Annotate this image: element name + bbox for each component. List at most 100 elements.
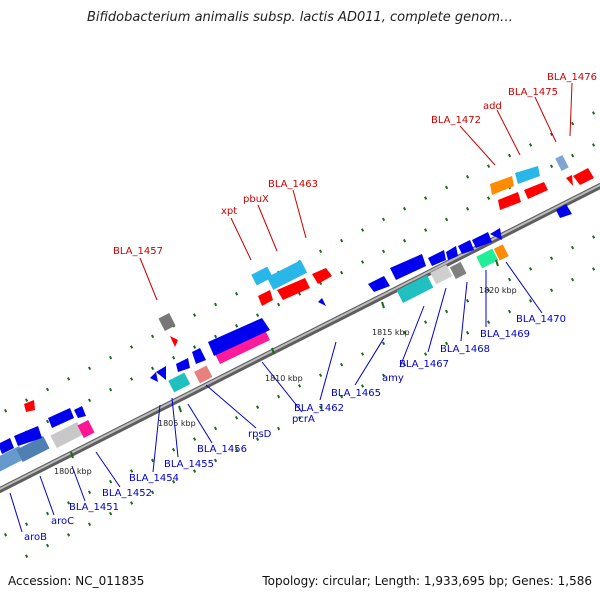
gene-blue-5[interactable] — [390, 254, 426, 280]
gene-bla-1454[interactable] — [150, 372, 158, 382]
label-bla-1472[interactable]: BLA_1472 — [431, 115, 481, 126]
tick-dot — [319, 405, 323, 410]
gene-red-right[interactable] — [573, 168, 594, 185]
gene-aroc[interactable] — [16, 435, 50, 463]
gene-blue-4[interactable] — [192, 348, 206, 364]
gene-add[interactable] — [515, 166, 540, 184]
tick-dot — [424, 320, 428, 324]
gene-amy[interactable] — [396, 275, 434, 303]
gene-red-right-2[interactable] — [566, 175, 573, 186]
tick-dot — [277, 394, 281, 399]
label-bla-1454[interactable]: BLA_1454 — [129, 473, 179, 484]
label-aroc[interactable]: aroC — [51, 516, 74, 527]
tick-dot — [529, 267, 533, 271]
tick-dot — [172, 447, 176, 452]
label-bla-1457[interactable]: BLA_1457 — [113, 246, 163, 257]
gene-bla-1462[interactable] — [318, 298, 326, 306]
tick-dot — [424, 352, 428, 356]
gene-bla-1469[interactable] — [476, 248, 499, 269]
gene-grey-1457-box[interactable] — [158, 313, 176, 331]
gene-bla-1457[interactable] — [170, 336, 178, 347]
gene-pbux-2[interactable] — [251, 266, 273, 286]
gene-blue-9[interactable] — [472, 232, 492, 248]
gene-xpt[interactable] — [258, 290, 273, 306]
label-amy[interactable]: amy — [382, 373, 404, 384]
tick-dot — [255, 405, 260, 409]
tick-dot — [550, 256, 554, 261]
gene-rpsd[interactable] — [194, 365, 213, 384]
gene-bla-1465[interactable] — [368, 276, 390, 292]
tick-dot — [445, 185, 449, 190]
gene-bla-1475[interactable] — [524, 182, 548, 199]
tick-dot — [319, 373, 323, 378]
gene-bla-1470[interactable] — [493, 244, 509, 261]
label-bla-1467[interactable]: BLA_1467 — [399, 359, 449, 370]
label-bla-1468[interactable]: BLA_1468 — [440, 344, 490, 355]
gene-blue-6[interactable] — [428, 250, 446, 266]
tick-dot — [361, 384, 365, 388]
gene-blue-8[interactable] — [458, 240, 474, 254]
gene-blue-7[interactable] — [446, 246, 458, 260]
gene-bla-1452-pink[interactable] — [77, 420, 95, 438]
label-bla-1451[interactable]: BLA_1451 — [69, 502, 119, 513]
gene-blue-10[interactable] — [490, 228, 502, 240]
label-bla-1475[interactable]: BLA_1475 — [508, 87, 558, 98]
gene-bla-1476[interactable] — [555, 154, 569, 172]
label-bla-1476[interactable]: BLA_1476 — [547, 72, 597, 83]
tick-dot — [361, 352, 365, 356]
label-bla-1462[interactable]: BLA_1462 — [294, 403, 344, 414]
label-bla-1463[interactable]: BLA_1463 — [268, 179, 318, 190]
kbp-marker-1820: 1820 kbp — [479, 286, 517, 295]
gene-pcra-blue[interactable] — [208, 318, 270, 356]
label-add[interactable]: add — [483, 101, 502, 112]
gene-add-red[interactable] — [498, 192, 521, 210]
tick-dot — [46, 511, 50, 516]
tick-dot — [382, 217, 386, 222]
gene-bla-1455[interactable] — [156, 366, 166, 380]
label-bla-1465[interactable]: BLA_1465 — [331, 388, 381, 399]
label-bla-1455[interactable]: BLA_1455 — [164, 459, 214, 470]
tick-dot — [108, 355, 113, 360]
label-bla-1452[interactable]: BLA_1452 — [102, 488, 152, 499]
label-bla-1469[interactable]: BLA_1469 — [480, 329, 530, 340]
gene-bla-1467[interactable] — [430, 264, 453, 285]
tick-dot — [466, 207, 470, 211]
label-pcra[interactable]: pcrA — [292, 414, 315, 425]
tick-dot — [424, 196, 428, 200]
tick-dot — [87, 522, 92, 527]
gene-bla-1452[interactable] — [50, 421, 84, 449]
label-arob[interactable]: aroB — [24, 532, 47, 543]
kbp-marker-1815: 1815 kbp — [372, 328, 410, 337]
label-bla-1456[interactable]: BLA_1456 — [197, 444, 247, 455]
gene-blue-1[interactable] — [48, 408, 74, 428]
gene-blue-2[interactable] — [74, 406, 86, 418]
tick-dot — [298, 292, 302, 296]
gene-blue-far-left[interactable] — [0, 438, 14, 454]
genome-backbone-highlight — [0, 183, 600, 491]
tick-dots — [3, 111, 596, 558]
tick-dot — [151, 334, 155, 339]
label-rpsd[interactable]: rpsD — [248, 429, 272, 440]
label-bla-1470[interactable]: BLA_1470 — [516, 314, 566, 325]
gene-red-small[interactable] — [312, 268, 332, 284]
gene-red-left[interactable] — [24, 400, 35, 412]
label-xpt[interactable]: xpt — [221, 206, 237, 217]
gene-blue-3[interactable] — [176, 358, 190, 372]
gene-pcra[interactable] — [214, 328, 270, 364]
tick-dot — [592, 143, 596, 147]
gene-bla-1451[interactable] — [14, 426, 42, 446]
gene-bla-1456[interactable] — [168, 372, 191, 393]
tick-dot — [466, 175, 470, 179]
genome-summary-text: Topology: circular; Length: 1,933,695 bp… — [262, 574, 592, 588]
gene-pbux[interactable] — [266, 260, 308, 290]
tick-dot — [234, 324, 239, 328]
tick-dot — [25, 398, 29, 402]
gene-arob[interactable] — [0, 445, 26, 473]
gene-blue-11[interactable] — [556, 204, 572, 218]
gene-bla-1468[interactable] — [449, 261, 467, 279]
gene-bla-1463[interactable] — [277, 278, 310, 300]
label-pbux[interactable]: pbuX — [243, 194, 269, 205]
gene-bla-1472[interactable] — [490, 176, 514, 195]
tick-dot — [382, 373, 386, 378]
